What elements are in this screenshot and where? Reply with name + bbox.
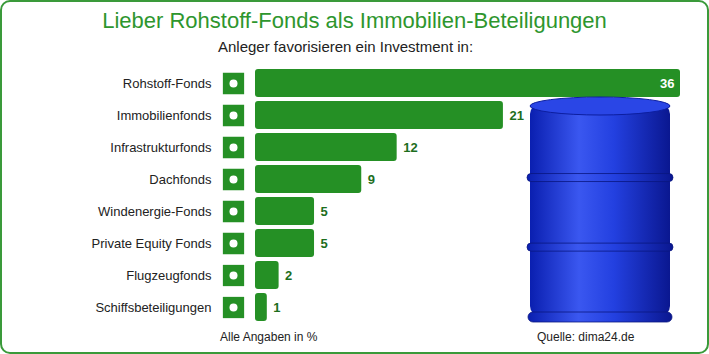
svg-text:9: 9 [368,172,375,187]
svg-text:36: 36 [660,76,674,91]
svg-text:Dachfonds: Dachfonds [149,172,212,187]
svg-text:Private Equity Fonds: Private Equity Fonds [92,236,212,251]
svg-text:21: 21 [509,108,523,123]
svg-text:Rohstoff-Fonds: Rohstoff-Fonds [123,76,212,91]
html-text:Lieber Rohstoff-Fonds als Immo: Lieber Rohstoff-Fonds als Immobilien-Bet… [102,8,607,33]
html-text:Anleger favorisieren ein Inves: Anleger favorisieren ein Investment in: [218,38,474,55]
svg-text:Flugzeugfonds: Flugzeugfonds [126,268,212,283]
svg-text:1: 1 [273,300,280,315]
svg-text:Windenergie-Fonds: Windenergie-Fonds [98,204,212,219]
svg-text:5: 5 [321,236,328,251]
svg-text:2: 2 [285,268,292,283]
svg-text:12: 12 [403,140,417,155]
html-text:Alle Angaben in %: Alle Angaben in % [220,330,318,344]
svg-text:Schiffsbeteiligungen: Schiffsbeteiligungen [95,300,211,315]
svg-text:5: 5 [321,204,328,219]
html-text:Quelle: dima24.de: Quelle: dima24.de [537,330,635,344]
svg-text:Immobilienfonds: Immobilienfonds [117,108,212,123]
svg-text:Infrastrukturfonds: Infrastrukturfonds [110,140,212,155]
